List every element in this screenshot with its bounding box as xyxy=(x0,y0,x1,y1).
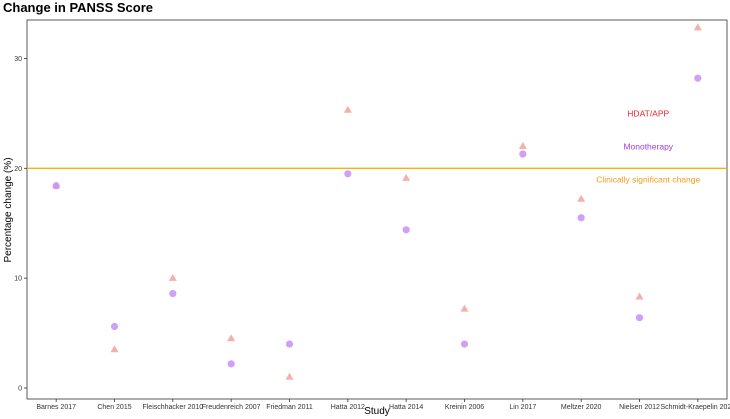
point-hdat-7 xyxy=(460,304,469,312)
point-hdat-8 xyxy=(518,141,527,149)
annotations: HDAT/APP Monotherapy Clinically significan… xyxy=(596,108,700,184)
point-hdat-3 xyxy=(227,334,236,342)
point-hdat-5 xyxy=(343,105,352,113)
point-mono-8 xyxy=(519,150,527,158)
point-mono-4 xyxy=(285,340,294,348)
point-mono-2 xyxy=(169,289,177,298)
y-axis-title: Percentage change (%) xyxy=(3,157,14,262)
x-tick-label: Freudenreich 2007 xyxy=(202,404,261,411)
x-tick-label: Chen 2015 xyxy=(97,404,131,411)
x-tick-label: Hatta 2012 xyxy=(331,404,365,411)
plot-panel xyxy=(26,19,728,400)
point-hdat-10 xyxy=(635,292,644,300)
x-tick-label: Lin 2017 xyxy=(509,404,536,411)
data-points xyxy=(52,23,702,380)
point-hdat-11 xyxy=(693,23,702,31)
x-tick-label: Fleischhacker 2010 xyxy=(142,404,203,411)
point-mono-3 xyxy=(227,360,235,368)
point-hdat-6 xyxy=(402,173,411,181)
x-tick-label: Barnes 2017 xyxy=(36,404,76,411)
point-mono-0 xyxy=(52,182,60,190)
point-hdat-2 xyxy=(168,273,177,281)
annotation-2: Clinically significant change xyxy=(596,174,700,184)
point-mono-5 xyxy=(344,170,352,178)
x-axis: Barnes 2017 Chen 2015 Fleischhacker 2010Fr… xyxy=(36,399,730,411)
y-tick-label: 30 xyxy=(14,56,22,63)
point-hdat-1 xyxy=(110,345,119,353)
annotation-1: Monotherapy xyxy=(623,141,673,151)
point-hdat-4 xyxy=(285,372,294,380)
x-tick-label: Kreinin 2006 xyxy=(445,404,484,411)
x-tick-label: Meltzer 2020 xyxy=(561,404,602,411)
point-mono-7 xyxy=(460,340,469,348)
point-mono-9 xyxy=(577,214,585,222)
annotation-0: HDAT/APP xyxy=(627,108,669,118)
y-tick-label: 10 xyxy=(14,276,22,283)
x-tick-label: Hatta 2014 xyxy=(389,404,423,411)
y-tick-label: 20 xyxy=(14,166,22,173)
x-axis-title: Study xyxy=(364,406,390,417)
point-mono-11 xyxy=(694,74,702,82)
chart-title: Change in PANSS Score xyxy=(3,0,153,15)
point-mono-10 xyxy=(635,314,644,322)
y-tick-label: 0 xyxy=(18,386,22,393)
y-axis: 0 10 20 30 xyxy=(14,56,27,393)
x-tick-label: Nielsen 2012 xyxy=(619,404,660,411)
x-tick-label: Schmidt-Kraepelin 2022 xyxy=(660,404,730,411)
point-mono-6 xyxy=(402,226,410,234)
point-mono-1 xyxy=(110,322,119,331)
x-tick-label: Friedman 2011 xyxy=(266,404,313,411)
point-hdat-9 xyxy=(577,194,586,202)
